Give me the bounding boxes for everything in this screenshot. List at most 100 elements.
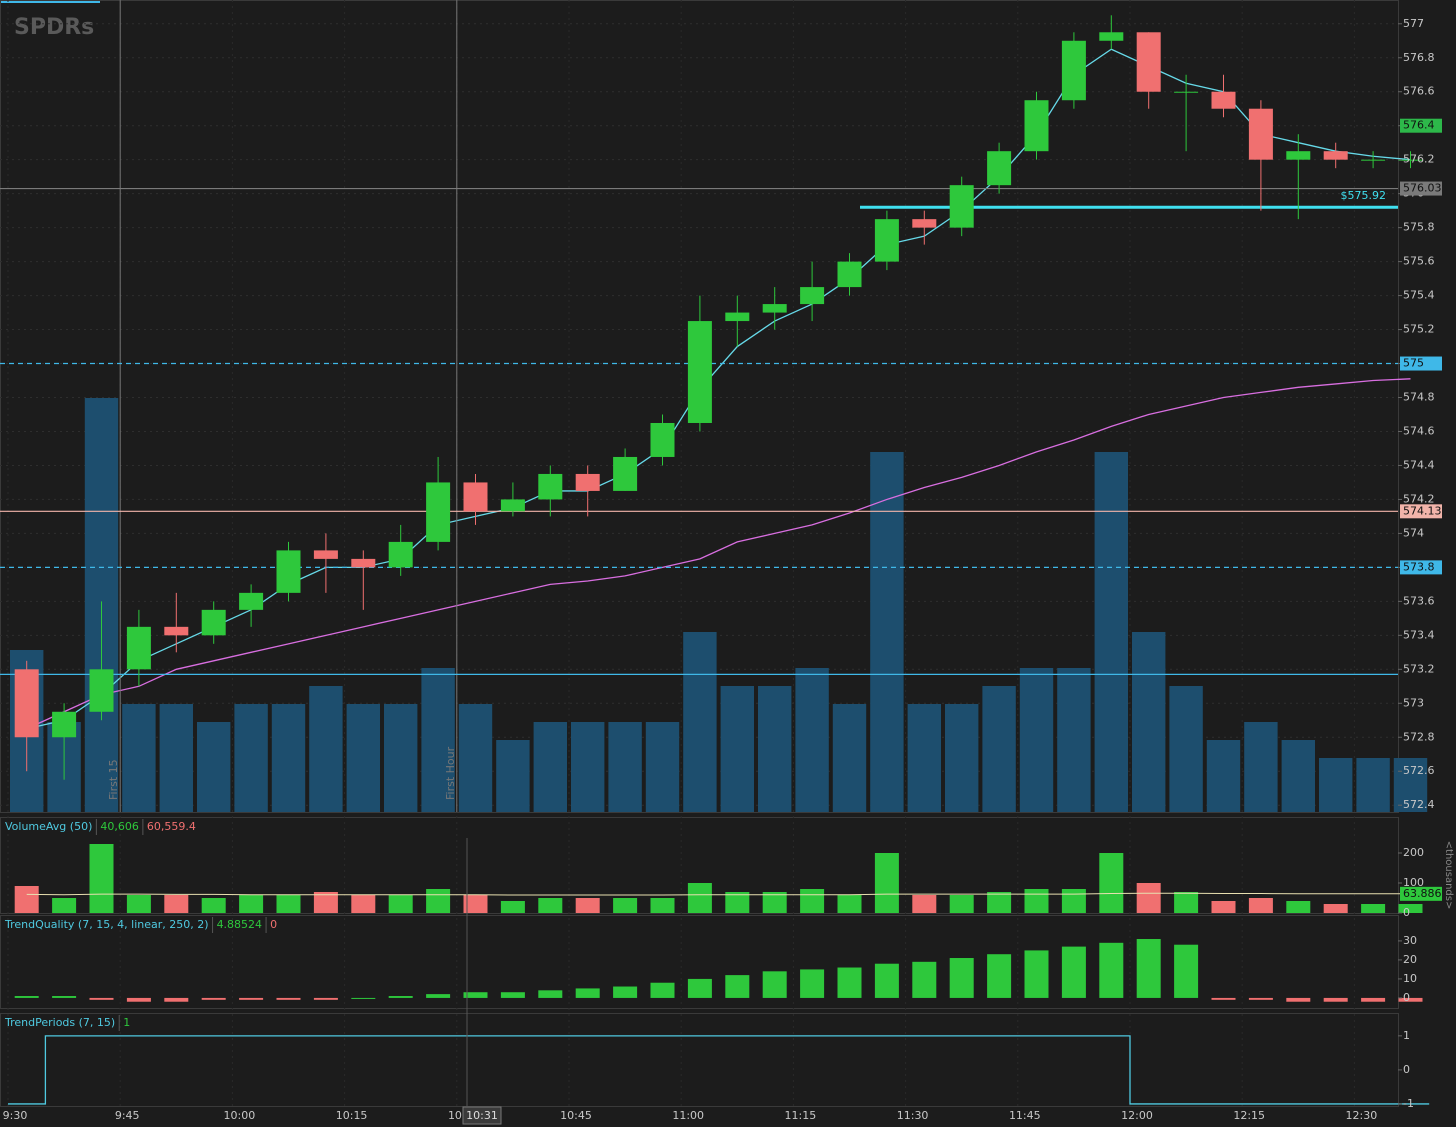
indicator-bar (725, 892, 750, 913)
value-label: 63.886 (1403, 887, 1442, 900)
x-tick-label: 10:15 (336, 1109, 368, 1122)
time-axis (0, 1107, 1456, 1127)
volume-bar (1094, 452, 1128, 812)
panel-frame (0, 915, 1399, 1009)
candle-body (1286, 151, 1311, 160)
indicator-bar (89, 844, 114, 913)
y-tick-label: 0 (1403, 1063, 1410, 1076)
indicator-bar (1099, 853, 1124, 913)
indicator-bar (463, 895, 488, 913)
y-tick-label: 200 (1403, 846, 1424, 859)
candle-body (313, 550, 338, 559)
indicator-bar (14, 886, 39, 913)
price-label-box (1400, 560, 1442, 575)
volume-bar (1169, 686, 1203, 812)
y-tick-label: 0 (1403, 906, 1410, 919)
indicator-bar (1286, 901, 1311, 913)
candle-body (351, 558, 376, 568)
candle-body (1248, 108, 1273, 160)
indicator-bar (500, 992, 525, 998)
indicator-bar (1398, 997, 1423, 1002)
y-tick-label: 573.4 (1403, 628, 1435, 641)
indicator-bar (1211, 901, 1236, 913)
candle-body (575, 473, 600, 491)
y-tick-label: -1 (1403, 1097, 1414, 1110)
indicator-bar (276, 997, 301, 1000)
indicator-bar (949, 958, 974, 998)
candle-body (538, 473, 563, 500)
volume-bar (1057, 668, 1091, 812)
price-label: 576.4 (1403, 119, 1435, 132)
indicator-bar (613, 898, 638, 913)
indicator-bar (1211, 997, 1236, 1000)
x-tick-label: 9:45 (115, 1109, 140, 1122)
indicator-bar (313, 997, 338, 1000)
indicator-bar (126, 895, 151, 913)
x-tick-label: 9:30 (3, 1109, 28, 1122)
y-tick-label: 576.8 (1403, 51, 1435, 64)
candle-body (89, 669, 114, 712)
indicator-title: TrendPeriods (7, 15) (4, 1016, 115, 1029)
volume-bar (645, 722, 680, 812)
candle-body (388, 541, 413, 568)
indicator-bar (1361, 997, 1386, 1002)
indicator-bar (276, 895, 301, 913)
price-label: 576.03 (1403, 182, 1442, 195)
indicator-bar (52, 898, 77, 913)
x-tick-label: 10:00 (224, 1109, 256, 1122)
volume-bar (496, 740, 530, 812)
volume-bar (1244, 722, 1278, 812)
indicator-bar (874, 963, 899, 998)
indicator-bar (164, 895, 189, 913)
y-tick-label: 577 (1403, 17, 1424, 30)
volume-bar (1319, 758, 1353, 812)
indicator-bar (1174, 944, 1199, 998)
indicator-bar (239, 997, 264, 1000)
indicator-bar (1398, 904, 1423, 913)
volume-bar (945, 704, 979, 812)
candle-body (276, 550, 301, 593)
candle-body (650, 422, 675, 457)
y-tick-label: 20 (1403, 953, 1417, 966)
candle-body (800, 287, 825, 305)
indicator-bar (1099, 942, 1124, 998)
x-tick-label: 11:45 (1009, 1109, 1041, 1122)
volume-bar (122, 704, 156, 812)
volume-average-line (26, 892, 1411, 896)
indicator-title: TrendQuality (7, 15, 4, linear, 250, 2) (4, 918, 209, 931)
tab-indicator (0, 0, 100, 3)
y-tick-label: 574.2 (1403, 492, 1435, 505)
indicator-bar (500, 901, 525, 913)
candle-body (52, 711, 77, 738)
indicator-bar (987, 892, 1012, 913)
indicator-bar (201, 898, 226, 913)
candle-body (1136, 32, 1161, 92)
volume-bar (1019, 668, 1054, 812)
indicator-bar (762, 892, 787, 913)
y-tick-label: 1 (1403, 1029, 1410, 1042)
indicator-bar (1136, 939, 1161, 998)
indicator-bar (388, 895, 413, 913)
indicator-bar (1286, 997, 1311, 1002)
volume-bar (1281, 740, 1315, 812)
indicator-bar (14, 996, 39, 998)
candle-body (1361, 159, 1386, 161)
candle-body (1024, 100, 1049, 152)
candle-body (500, 499, 525, 512)
indicator-bar (426, 994, 451, 998)
y-tick-label: 572.4 (1403, 798, 1435, 811)
indicator-bar (1061, 889, 1086, 913)
indicator-bar (239, 895, 264, 913)
x-tick-label: 10:45 (560, 1109, 592, 1122)
y-tick-label: 572.6 (1403, 764, 1435, 777)
session-marker-label: First Hour (444, 746, 457, 800)
volume-bar (720, 686, 754, 812)
candle-body (426, 482, 451, 542)
indicator-bar (725, 975, 750, 998)
indicator-bar (762, 971, 787, 998)
price-label: 573.8 (1403, 560, 1435, 573)
indicator-bar (1174, 892, 1199, 913)
price-label: 574.13 (1403, 504, 1442, 517)
candle-body (239, 592, 264, 610)
panel-frame (0, 817, 1399, 914)
